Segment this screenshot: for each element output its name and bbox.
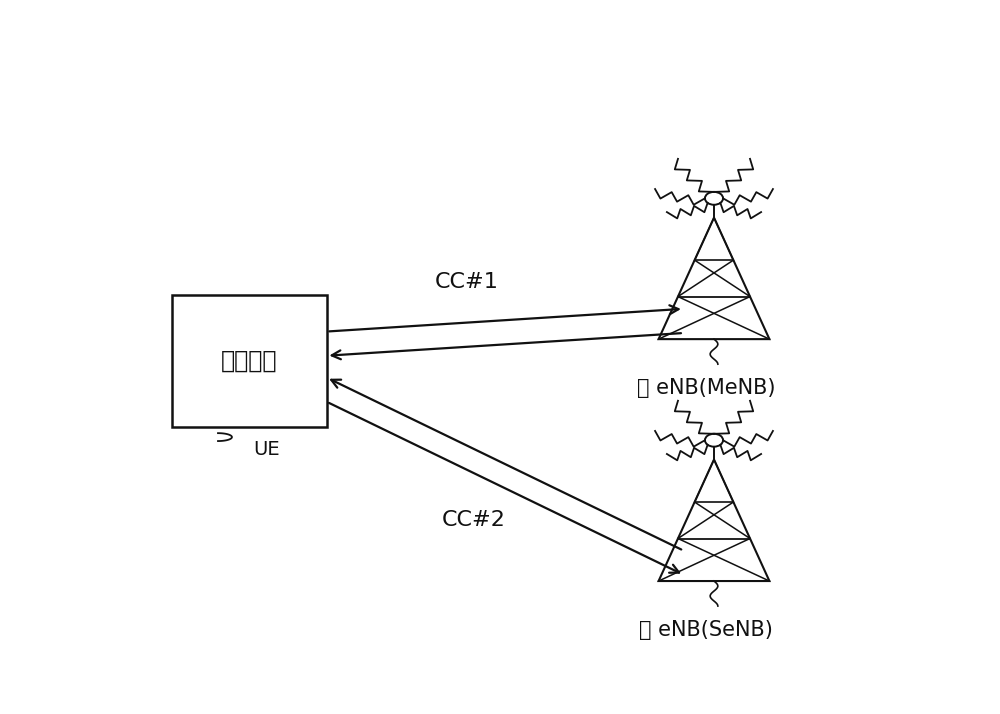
Text: CC#1: CC#1 <box>434 272 498 292</box>
Text: UE: UE <box>253 440 280 459</box>
Bar <box>172 295 326 426</box>
Text: CC#2: CC#2 <box>442 511 506 531</box>
Text: 副 eNB(SeNB): 副 eNB(SeNB) <box>639 620 773 640</box>
Text: 主 eNB(MeNB): 主 eNB(MeNB) <box>637 378 776 398</box>
Text: 用户装置: 用户装置 <box>221 348 277 373</box>
